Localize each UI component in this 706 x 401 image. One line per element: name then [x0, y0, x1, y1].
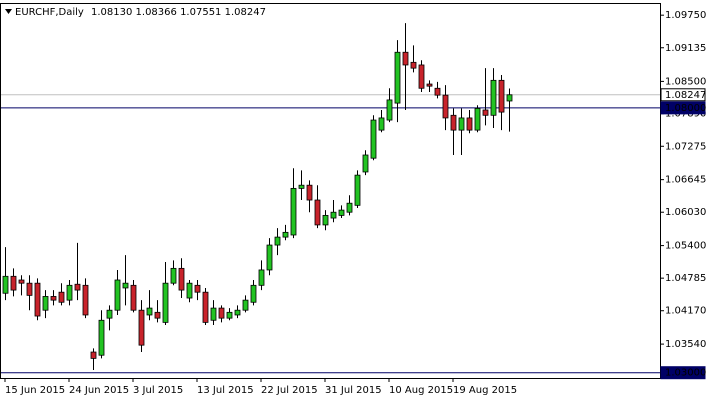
y-tick-label: 1.06645 [665, 175, 706, 186]
candle-body [434, 87, 441, 96]
candle-body [98, 319, 105, 356]
y-tick-label: 1.07275 [665, 141, 706, 152]
y-tick-label: 1.06030 [665, 207, 706, 218]
candle-body [34, 282, 41, 317]
candle-body [2, 275, 9, 294]
candle-body [162, 282, 169, 323]
y-tick-label: 1.03540 [665, 339, 706, 350]
chart-title: EURCHF,Daily [15, 7, 84, 18]
candle-body [362, 154, 369, 173]
candle-body [122, 282, 129, 289]
candle-body [506, 94, 513, 102]
level-label-box [660, 101, 706, 115]
y-tick-label: 1.04785 [665, 273, 706, 284]
candle-body [346, 202, 353, 213]
candle-body [418, 64, 425, 89]
x-tick-label: 10 Aug 2015 [389, 385, 453, 396]
x-tick-label: 24 Jun 2015 [69, 385, 129, 396]
candle-body [442, 94, 449, 119]
x-tick-label: 22 Jul 2015 [261, 385, 318, 396]
candle-body [266, 244, 273, 271]
candle-body [138, 309, 145, 346]
candle-body [426, 83, 433, 87]
level-label: 1.08247 [665, 90, 706, 101]
x-tick-label: 31 Jul 2015 [325, 385, 382, 396]
level-label: 1.03000 [665, 368, 706, 379]
candle-body [82, 284, 89, 316]
x-tick-label: 13 Jul 2015 [197, 385, 254, 396]
level-label-box [660, 88, 706, 102]
y-tick-label: 1.09750 [665, 10, 706, 21]
candle-body [170, 267, 177, 284]
candle-body [290, 187, 297, 236]
x-tick-label: 19 Aug 2015 [453, 385, 517, 396]
y-tick-label: 1.05400 [665, 241, 706, 252]
candle-body [114, 279, 121, 311]
candle-body [154, 311, 161, 319]
candle-body [130, 284, 137, 311]
x-tick-label: 3 Jul 2015 [133, 385, 183, 396]
candle-body [394, 51, 401, 104]
y-tick-label: 1.08500 [665, 76, 706, 87]
candle-body [50, 296, 57, 301]
x-tick-label: 15 Jun 2015 [5, 385, 65, 396]
candle-body [242, 299, 249, 311]
candle-body [498, 79, 505, 113]
candle-body [58, 291, 65, 303]
candle-body [234, 309, 241, 316]
candle-body [218, 307, 225, 319]
candle-body [90, 351, 97, 359]
candle-body [410, 61, 417, 69]
candle-body [450, 114, 457, 131]
candle-body [74, 283, 81, 291]
candle-body [210, 307, 217, 321]
candle-body [314, 199, 321, 226]
candle-body [298, 184, 305, 189]
candle-body [370, 119, 377, 159]
candle-body [42, 296, 49, 311]
candle-body [466, 117, 473, 131]
candle-body [226, 311, 233, 319]
candle-body [146, 307, 153, 316]
candle-body [402, 51, 409, 66]
candle-body [186, 282, 193, 299]
candle-body [10, 275, 17, 291]
candle-body [458, 117, 465, 131]
candle-body [106, 309, 113, 319]
ohlc-label: 1.08130 1.08366 1.07551 1.08247 [91, 7, 266, 18]
candle-body [274, 236, 281, 246]
candle-body [322, 214, 329, 226]
candle-body [250, 284, 257, 303]
candle-body [26, 282, 33, 296]
candle-body [194, 284, 201, 293]
candle-body [354, 174, 361, 206]
y-tick-label: 1.04170 [665, 306, 706, 317]
candle-body [330, 211, 337, 219]
candle-body [474, 108, 481, 131]
level-label: 1.08000 [665, 103, 706, 114]
candle-body [490, 79, 497, 116]
candle-body [282, 231, 289, 238]
candle-body [18, 279, 25, 284]
candle-body [306, 184, 313, 201]
candle-body [338, 209, 345, 216]
candle-body [66, 284, 73, 301]
candle-body [386, 99, 393, 121]
level-label-box [660, 366, 706, 380]
menu-triangle [5, 9, 12, 14]
candle-body [482, 109, 489, 116]
candle-body [258, 269, 265, 286]
y-tick-label: 1.09135 [665, 43, 706, 54]
candle-body [178, 267, 185, 291]
candle-body [378, 117, 385, 131]
candle-body [202, 291, 209, 323]
